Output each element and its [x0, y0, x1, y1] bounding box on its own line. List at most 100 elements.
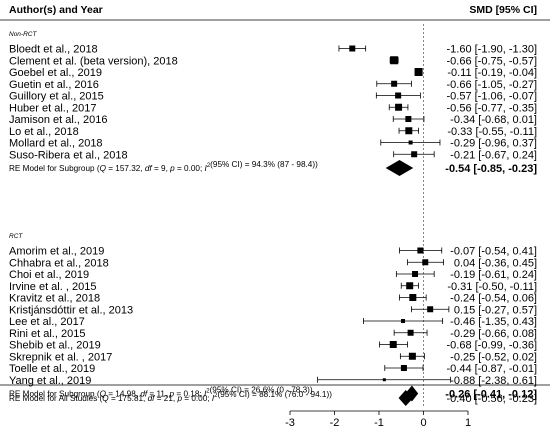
study-point-estimate	[405, 127, 413, 135]
study-name: Irvine et al. , 2015	[9, 281, 96, 293]
study-name: Amorim et al., 2019	[9, 246, 104, 258]
study-ci-text: -0.33 [-0.55, -0.11]	[447, 126, 537, 138]
study-ci-text: 0.04 [-0.36, 0.45]	[454, 257, 537, 269]
model-text-q-value: = 175.81,	[109, 394, 148, 403]
study-name: Mollard et al., 2018	[9, 138, 103, 150]
study-name: Lee et al., 2017	[9, 316, 85, 328]
subgroup-label: RCT	[9, 233, 23, 240]
model-text-i-sup: 2	[206, 389, 210, 395]
study-name: Lo et al., 2018	[9, 126, 79, 138]
model-text-p-value: = 0.18;	[174, 390, 204, 399]
model-text-p-label: p	[169, 390, 175, 399]
study-name: Goebel et al., 2019	[9, 67, 102, 79]
study-ci-text: -0.29 [-0.96, 0.37]	[450, 138, 537, 150]
model-text-i-label: I	[205, 164, 208, 173]
study-point-estimate	[401, 319, 406, 323]
column-header-study: Author(s) and Year	[9, 4, 103, 16]
model-text-i-label: I	[212, 394, 215, 403]
study-name: Jamison et al., 2016	[9, 114, 107, 126]
model-text-prefix: RE Model for Subgroup (	[9, 164, 100, 173]
model-text-i-sup: 2	[207, 163, 211, 169]
model-text-q-value: = 157.32,	[106, 164, 145, 173]
study-point-estimate	[412, 271, 419, 277]
study-point-estimate	[389, 341, 397, 348]
study-ci-text: -0.66 [-1.05, -0.27]	[447, 79, 538, 91]
study-ci-text: -0.31 [-0.50, -0.11]	[447, 281, 537, 293]
study-point-estimate	[400, 365, 407, 371]
study-point-estimate	[414, 68, 423, 76]
study-point-estimate	[408, 140, 413, 145]
model-text-q-label: Q	[100, 164, 107, 173]
model-text-prefix: RE Model for All Studies (	[9, 394, 103, 403]
study-point-estimate	[349, 45, 356, 52]
study-ci-text: -0.56 [-0.77, -0.35]	[447, 102, 538, 114]
study-name: Guillory et al., 2015	[9, 91, 104, 103]
study-name: Choi et al., 2019	[9, 269, 89, 281]
study-name: Suso-Ribera et al., 2018	[9, 149, 128, 161]
study-name: Clement et al. (beta version), 2018	[9, 55, 178, 67]
study-point-estimate	[391, 80, 398, 87]
overall-summary-diamond	[398, 390, 414, 406]
overall-model-text: RE Model for All Studies (Q = 175.81, df…	[9, 390, 332, 403]
study-ci-text: -0.29 [-0.66, 0.08]	[450, 328, 537, 340]
study-point-estimate	[390, 56, 399, 65]
study-point-estimate	[409, 294, 417, 301]
study-ci-text: -0.66 [-0.75, -0.57]	[447, 55, 538, 67]
x-axis-tick-label: -1	[374, 417, 384, 429]
subgroup-ci-text: -0.26 [-0.41, -0.12]	[445, 389, 537, 401]
model-text-df-value: = 11,	[147, 390, 169, 399]
model-text-prefix: RE Model for Subgroup (	[9, 390, 100, 399]
x-axis-tick-label: 1	[465, 417, 471, 429]
study-ci-text: -0.11 [-0.19, -0.04]	[447, 67, 537, 79]
study-ci-text: -0.19 [-0.61, 0.24]	[450, 269, 537, 281]
x-axis-tick-label: 0	[420, 417, 426, 429]
column-header-smd: SMD [95% CI]	[469, 4, 537, 16]
overall-ci-text: -0.40 [-0.56, -0.23]	[447, 393, 538, 405]
study-name: Chhabra et al., 2018	[9, 257, 109, 269]
study-ci-text: -0.34 [-0.68, 0.01]	[450, 114, 537, 126]
model-text-i-value: (95% CI) = 94.3% (87 - 98.4))	[210, 160, 318, 169]
study-point-estimate	[422, 259, 429, 266]
subgroup-summary-diamond	[405, 385, 419, 402]
model-text-i-value: (95% CI) = 26.6% (0 - 78.3))	[210, 386, 313, 395]
model-text-i-label: I	[204, 390, 207, 399]
study-name: Yang et al., 2019	[9, 375, 91, 387]
study-name: Kravitz et al., 2018	[9, 293, 100, 305]
study-point-estimate	[408, 352, 416, 360]
model-text-p-label: p	[169, 164, 175, 173]
model-text-i-sup: 2	[214, 393, 218, 399]
study-ci-text: -0.46 [-1.35, 0.43]	[450, 316, 537, 328]
study-name: Shebib et al., 2019	[9, 340, 101, 352]
model-text-df-label: df	[148, 394, 156, 403]
model-text-df-value: = 9,	[152, 164, 170, 173]
study-point-estimate	[407, 329, 414, 336]
model-text-q-value: = 14.98,	[106, 390, 140, 399]
model-text-i-value: (95% CI) = 88.1% (76.0 - 94.1))	[217, 390, 332, 399]
model-text-p-value: = 0.00;	[175, 164, 205, 173]
study-ci-text: -0.68 [-0.99, -0.36]	[447, 340, 538, 352]
subgroup-ci-text: -0.54 [-0.85, -0.23]	[445, 163, 537, 175]
x-axis-tick-label: -2	[330, 417, 340, 429]
study-name: Kristjánsdóttir et al., 2013	[9, 304, 133, 316]
study-point-estimate	[395, 92, 402, 99]
study-name: Guetin et al., 2016	[9, 79, 99, 91]
study-point-estimate	[417, 247, 424, 254]
study-point-estimate	[411, 151, 418, 158]
x-axis-tick-label: -3	[285, 417, 295, 429]
model-text-p-value: = 0.00;	[182, 394, 212, 403]
study-point-estimate	[427, 306, 434, 313]
study-ci-text: -0.57 [-1.06, -0.07]	[447, 91, 538, 103]
study-name: Bloedt et al., 2018	[9, 44, 98, 56]
subgroup-summary-diamond	[385, 160, 414, 176]
model-text-df-label: df	[140, 390, 148, 399]
model-text-df-label: df	[145, 164, 153, 173]
study-ci-text: -0.21 [-0.67, 0.24]	[450, 149, 537, 161]
study-point-estimate	[395, 103, 403, 111]
study-ci-text: -0.44 [-0.87, -0.01]	[447, 363, 538, 375]
study-name: Rini et al., 2015	[9, 328, 85, 340]
study-name: Huber et al., 2017	[9, 102, 96, 114]
study-point-estimate	[382, 378, 386, 382]
study-point-estimate	[406, 282, 414, 290]
study-ci-text: -0.07 [-0.54, 0.41]	[450, 246, 537, 258]
model-text-q-label: Q	[102, 394, 109, 403]
